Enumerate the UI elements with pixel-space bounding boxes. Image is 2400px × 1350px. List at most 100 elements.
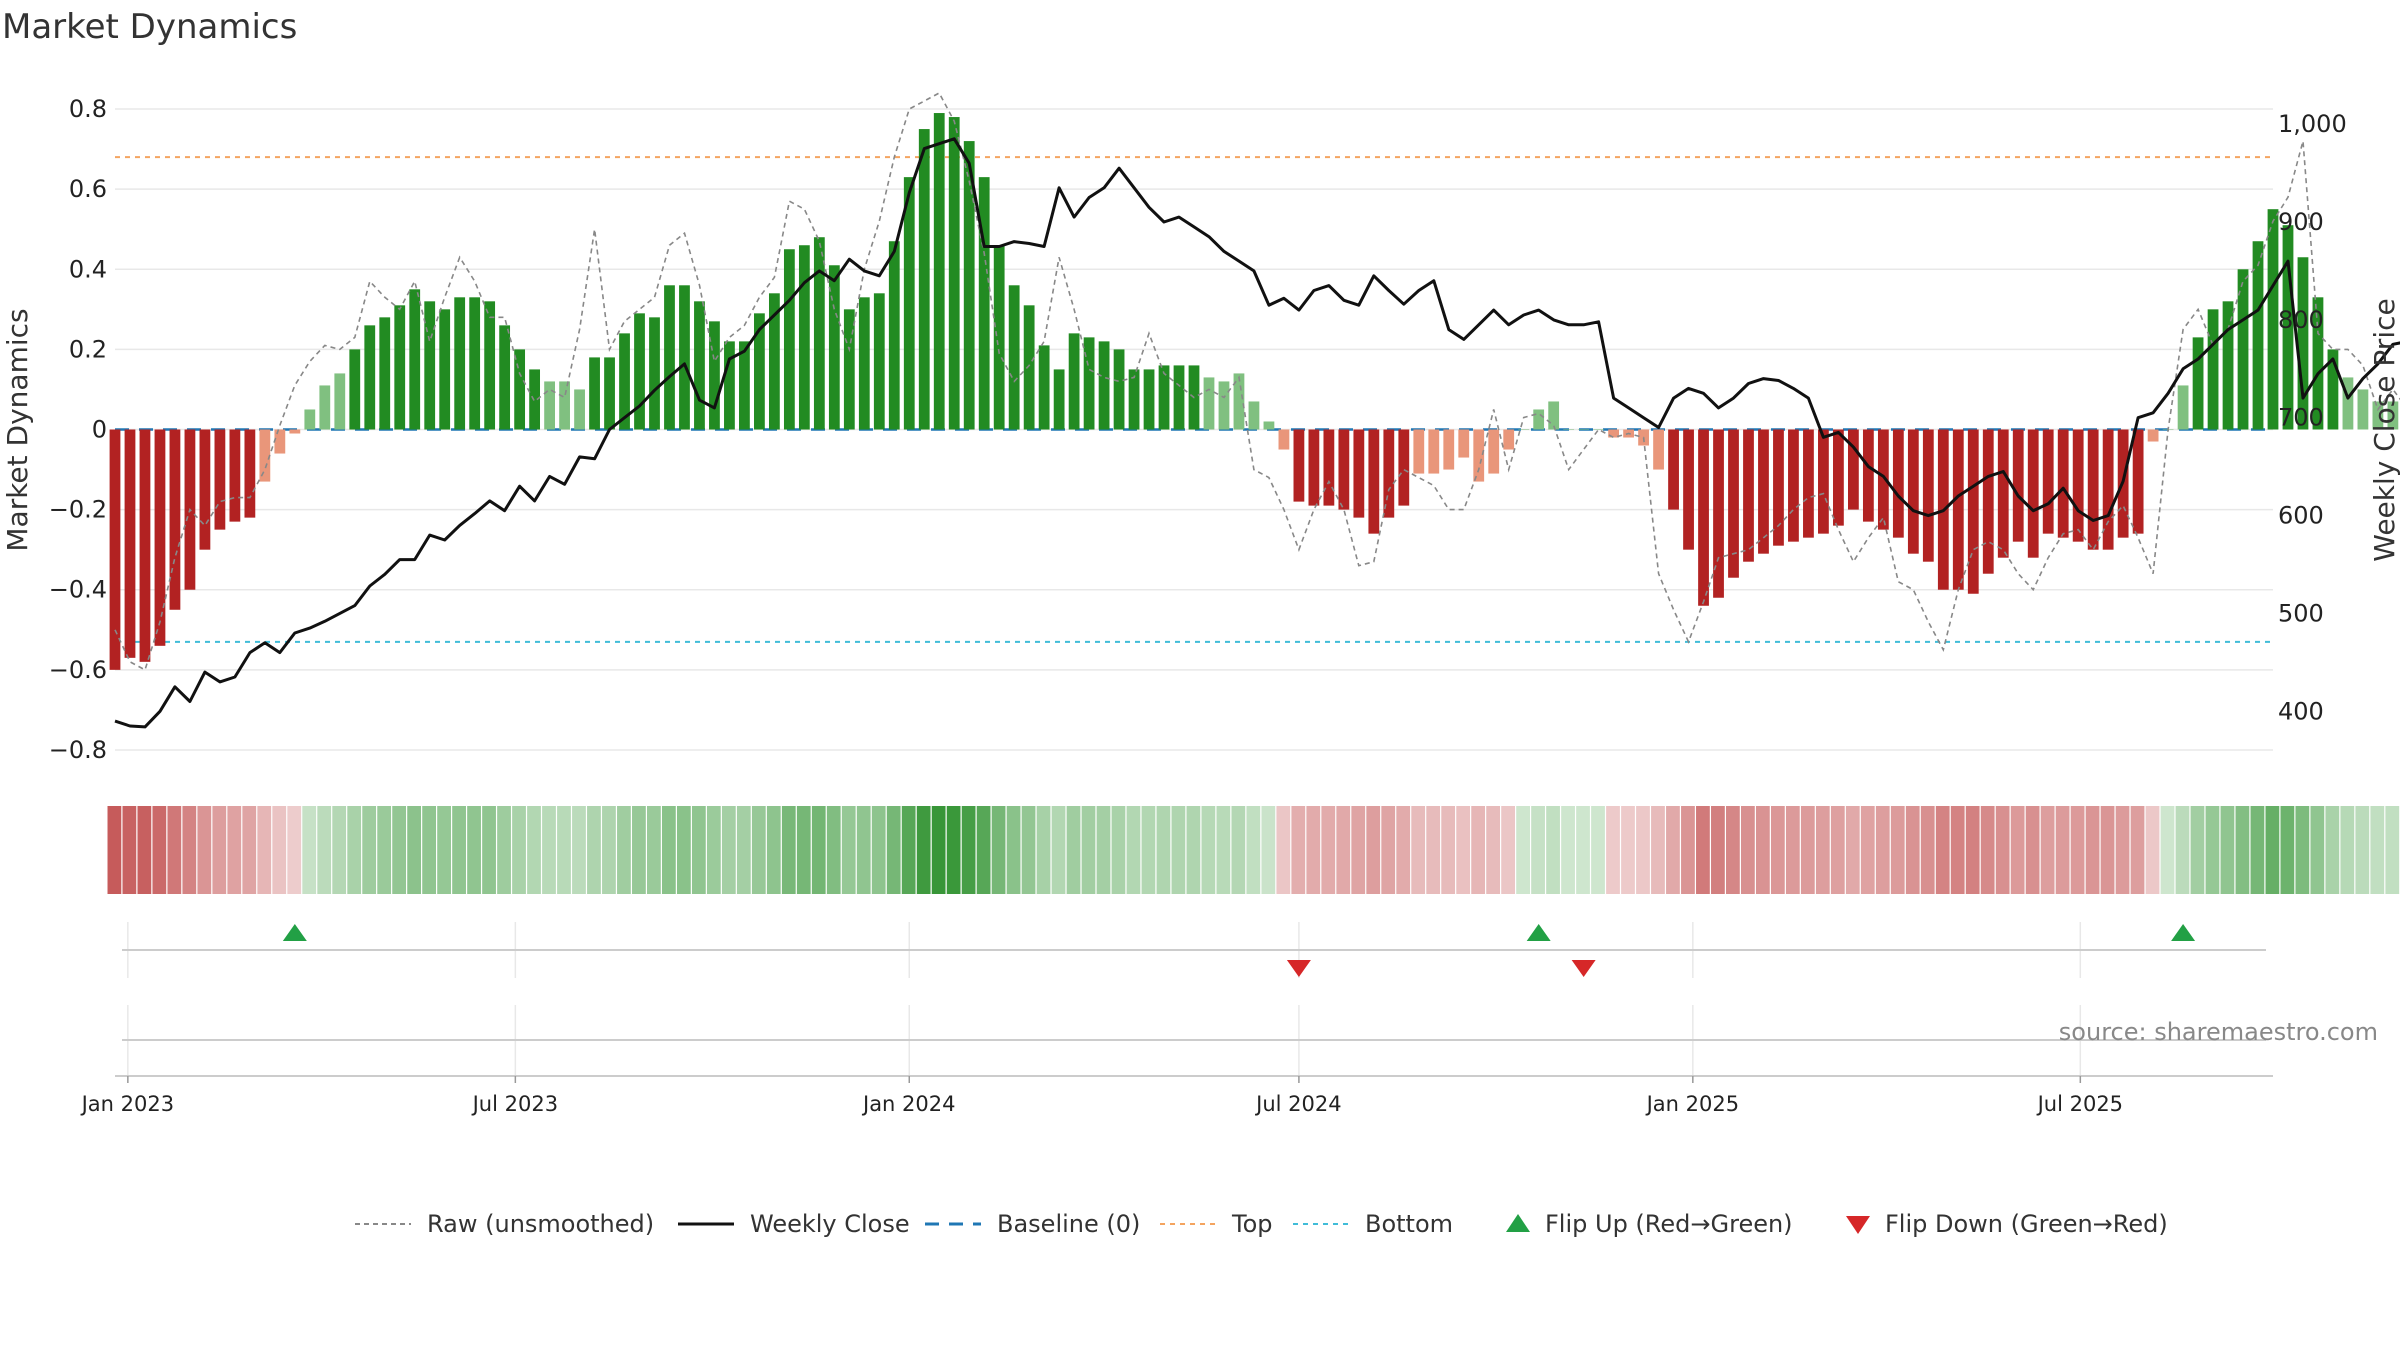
- dynamics-bar: [1473, 429, 1485, 482]
- dynamics-bar: [2012, 429, 2024, 542]
- heat-cell: [1426, 806, 1441, 894]
- heat-cell: [1815, 806, 1830, 894]
- dynamics-bar: [1803, 429, 1814, 538]
- dynamics-bar: [1862, 429, 1874, 522]
- dynamics-bar: [2132, 429, 2144, 534]
- dynamics-bar: [783, 249, 795, 430]
- heat-cell: [1336, 806, 1351, 894]
- heat-cell: [766, 806, 781, 894]
- heat-cell: [1666, 806, 1680, 894]
- dynamics-bar: [754, 313, 765, 430]
- heat-cell: [527, 806, 541, 894]
- heat-cell: [991, 806, 1006, 894]
- heat-cell: [1141, 806, 1156, 894]
- dynamics-bar: [1458, 429, 1470, 458]
- dynamics-bar: [1892, 429, 1904, 538]
- dynamics-bar: [1083, 337, 1095, 430]
- dynamics-bar: [2102, 429, 2114, 550]
- dynamics-bar: [828, 265, 840, 430]
- heat-cell: [2040, 806, 2055, 894]
- dynamics-bar: [709, 321, 720, 430]
- dynamics-bar: [1847, 429, 1859, 510]
- dynamics-bar: [124, 429, 136, 658]
- heat-cell: [2280, 806, 2295, 894]
- heat-cell: [512, 806, 526, 894]
- heat-cell: [2235, 806, 2250, 894]
- dynamics-bar: [439, 309, 451, 430]
- dynamics-bar: [1023, 305, 1035, 430]
- dynamics-bar: [2282, 225, 2294, 430]
- heat-cell: [1051, 806, 1066, 894]
- heat-cell: [242, 806, 257, 894]
- heat-cell: [212, 806, 227, 894]
- dynamics-bar: [454, 297, 466, 430]
- legend-label: Flip Down (Green→Red): [1885, 1210, 2168, 1238]
- legend-label: Baseline (0): [997, 1210, 1140, 1238]
- dynamics-bar: [2237, 269, 2249, 430]
- dynamics-bar: [739, 341, 750, 430]
- dynamics-bar: [2252, 241, 2264, 430]
- heat-cell: [1111, 806, 1126, 894]
- dynamics-bar: [1997, 429, 2009, 558]
- dynamics-bar: [1248, 401, 1260, 430]
- raw-line: [114, 91, 2400, 672]
- heat-cell: [272, 806, 287, 894]
- left-tick-label: 0: [92, 416, 107, 444]
- dynamics-bar: [1967, 429, 1979, 594]
- heat-cell: [422, 806, 437, 894]
- heat-cell: [287, 806, 302, 894]
- dynamics-bar: [873, 293, 885, 430]
- dynamics-bar: [1398, 429, 1410, 506]
- left-axis-label: Market Dynamics: [1, 308, 34, 551]
- heat-cell: [1935, 806, 1950, 894]
- dynamics-bar: [694, 301, 705, 430]
- heat-cell: [497, 806, 511, 894]
- right-tick-label: 1,000: [2278, 110, 2347, 138]
- legend-label: Top: [1231, 1210, 1273, 1238]
- heat-cell: [2295, 806, 2310, 894]
- heat-cell: [2160, 806, 2175, 894]
- dynamics-bar: [978, 177, 990, 430]
- dynamics-bar: [1818, 429, 1829, 534]
- x-tick-label: Jan 2023: [80, 1092, 175, 1116]
- dynamics-bar: [499, 325, 511, 430]
- dynamics-bar: [304, 409, 316, 430]
- dynamics-bar: [1773, 429, 1784, 546]
- heat-cell: [467, 806, 481, 894]
- dynamics-bar: [1203, 377, 1215, 430]
- dynamics-bar: [394, 305, 406, 430]
- heat-cell: [1651, 806, 1665, 894]
- heat-cell: [1696, 806, 1710, 894]
- heat-cell: [2325, 806, 2340, 894]
- heat-cell: [1021, 806, 1036, 894]
- dynamics-bar: [724, 341, 735, 430]
- heat-cell: [542, 806, 556, 894]
- heat-cell: [1576, 806, 1590, 894]
- heat-cell: [1845, 806, 1860, 894]
- heat-cell: [2220, 806, 2235, 894]
- heat-cell: [901, 806, 916, 894]
- heat-cell: [1276, 806, 1291, 894]
- heat-cell: [781, 806, 796, 894]
- dynamics-bar: [1068, 333, 1080, 430]
- heat-cell: [347, 806, 362, 894]
- heat-cell: [2100, 806, 2115, 894]
- heat-cell: [1411, 806, 1426, 894]
- heat-cell: [886, 806, 901, 894]
- heat-cell: [1441, 806, 1456, 894]
- right-tick-label: 400: [2278, 697, 2324, 725]
- flip-up-marker: [1526, 924, 1551, 941]
- heat-cell: [407, 806, 422, 894]
- heat-cell: [1366, 806, 1381, 894]
- heat-cell: [1516, 806, 1530, 894]
- dynamics-bar: [2357, 389, 2369, 430]
- heat-cell: [1711, 806, 1725, 894]
- dynamics-bar: [2087, 429, 2099, 550]
- dynamics-bar: [888, 241, 900, 430]
- dynamics-bar: [1278, 429, 1290, 450]
- heat-cell: [1201, 806, 1216, 894]
- regime-heat-strip: [107, 806, 2400, 894]
- flip-down-marker: [1286, 960, 1311, 977]
- heat-cell: [1246, 806, 1261, 894]
